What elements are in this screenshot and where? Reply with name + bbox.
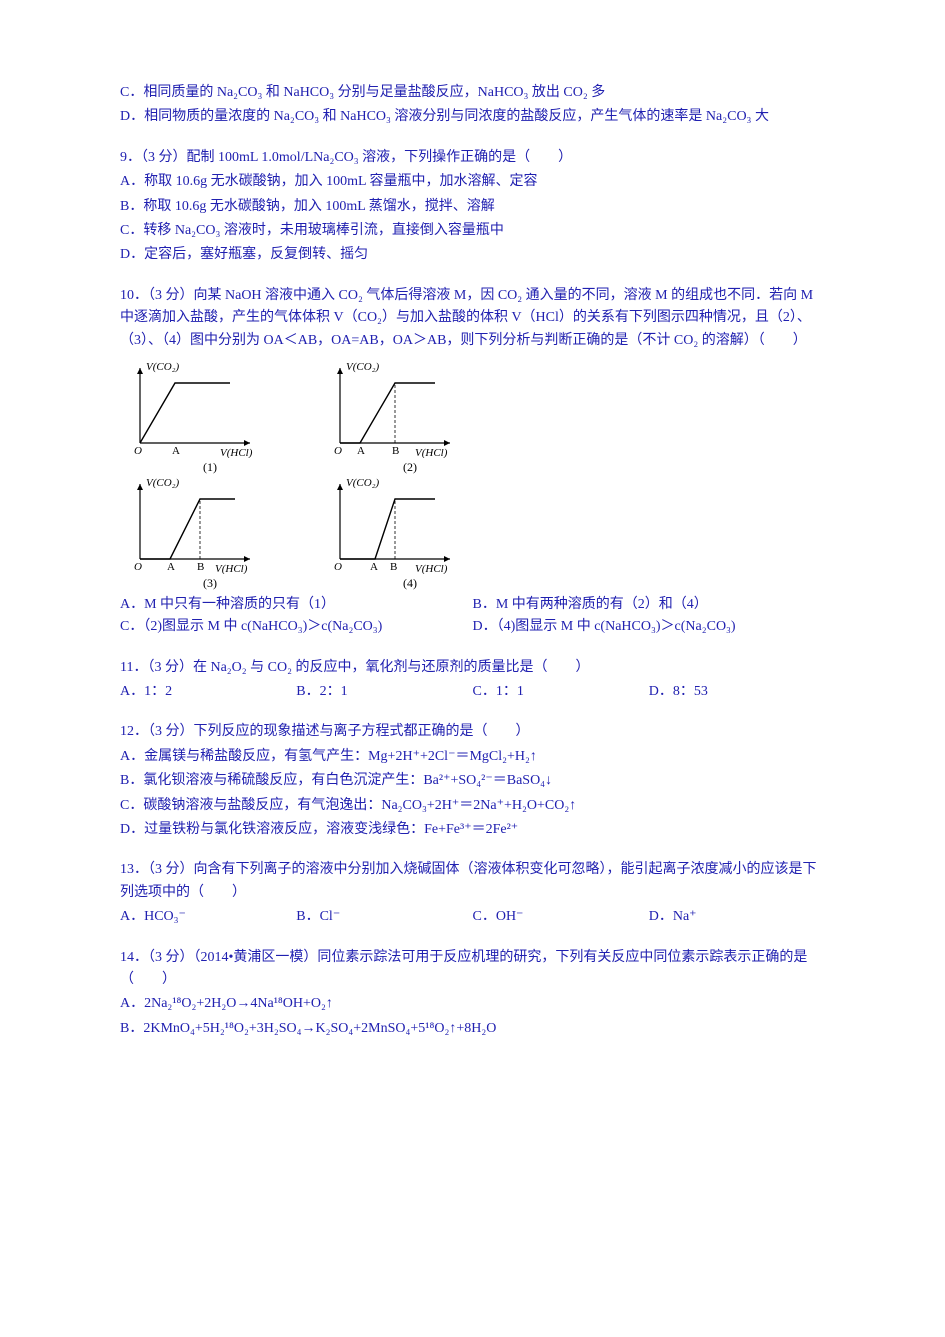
option-d: D．相同物质的量浓度的 Na₂CO₃ 和 NaHCO₃ 溶液分别与同浓度的盐酸反…: [120, 106, 825, 128]
graph-3: V(CO₂) O A B V(HCl) (3): [120, 474, 300, 584]
svg-text:B: B: [392, 445, 399, 457]
option-a: A．1：2: [120, 681, 296, 703]
svg-text:V(CO₂): V(CO₂): [346, 361, 379, 373]
svg-text:V(HCl): V(HCl): [215, 563, 248, 574]
options-row: A．HCO₃⁻ B．Cl⁻ C．OH⁻ D．Na⁺: [120, 906, 825, 928]
options-row-ab: A．M 中只有一种溶质的只有（1） B．M 中有两种溶质的有（2）和（4）: [120, 594, 825, 616]
graph-3-label: (3): [120, 574, 300, 593]
option-b: B．2KMnO₄+5H₂¹⁸O₂+3H₂SO₄→K₂SO₄+2MnSO₄+5¹⁸…: [120, 1018, 825, 1040]
svg-text:O: O: [334, 445, 342, 457]
question-12: 12．（3 分）下列反应的现象描述与离子方程式都正确的是（ ） A．金属镁与稀盐…: [120, 721, 825, 841]
svg-text:B: B: [390, 561, 397, 573]
option-a: A．2Na₂¹⁸O₂+2H₂O→4Na¹⁸OH+O₂↑: [120, 993, 825, 1015]
option-a: A．M 中只有一种溶质的只有（1）: [120, 594, 473, 616]
svg-text:B: B: [197, 561, 204, 573]
svg-text:V(HCl): V(HCl): [220, 447, 253, 458]
svg-text:A: A: [172, 445, 180, 457]
option-d: D．8：53: [649, 681, 825, 703]
option-b: B．氯化钡溶液与稀硫酸反应，有白色沉淀产生：Ba²⁺+SO₄²⁻＝BaSO₄↓: [120, 770, 825, 792]
svg-text:A: A: [370, 561, 378, 573]
svg-text:O: O: [334, 561, 342, 573]
option-c: C．1：1: [473, 681, 649, 703]
question-9: 9．（3 分）配制 100mL 1.0mol/LNa₂CO₃ 溶液，下列操作正确…: [120, 147, 825, 267]
svg-text:O: O: [134, 445, 142, 457]
option-a: A．HCO₃⁻: [120, 906, 296, 928]
question-11: 11．（3 分）在 Na₂O₂ 与 CO₂ 的反应中，氧化剂与还原剂的质量比是（…: [120, 657, 825, 704]
question-8-partial: C．相同质量的 Na₂CO₃ 和 NaHCO₃ 分别与足量盐酸反应，NaHCO₃…: [120, 82, 825, 129]
graph-4-label: (4): [320, 574, 500, 593]
svg-text:A: A: [167, 561, 175, 573]
svg-text:V(HCl): V(HCl): [415, 563, 448, 574]
option-d: D．（4)图显示 M 中 c(NaHCO₃)＞c(Na₂CO₃): [473, 616, 826, 638]
graphs-grid: V(CO₂) O A V(HCl) (1) V(CO₂) O A B: [120, 358, 825, 584]
question-stem: 13．（3 分）向含有下列离子的溶液中分别加入烧碱固体（溶液体积变化可忽略），能…: [120, 859, 825, 904]
question-14: 14．（3 分）（2014•黄浦区一模）同位素示踪法可用于反应机理的研究，下列有…: [120, 947, 825, 1041]
svg-text:A: A: [357, 445, 365, 457]
svg-text:V(CO₂): V(CO₂): [146, 477, 179, 489]
option-a: A．金属镁与稀盐酸反应，有氢气产生：Mg+2H⁺+2Cl⁻＝MgCl₂+H₂↑: [120, 746, 825, 768]
svg-text:V(CO₂): V(CO₂): [146, 361, 179, 373]
option-d: D．定容后，塞好瓶塞，反复倒转、摇匀: [120, 244, 825, 266]
option-c: C．（2)图显示 M 中 c(NaHCO₃)＞c(Na₂CO₃): [120, 616, 473, 638]
svg-text:V(CO₂): V(CO₂): [346, 477, 379, 489]
option-b: B．称取 10.6g 无水碳酸钠，加入 100mL 蒸馏水，搅拌、溶解: [120, 196, 825, 218]
svg-text:O: O: [134, 561, 142, 573]
question-stem: 14．（3 分）（2014•黄浦区一模）同位素示踪法可用于反应机理的研究，下列有…: [120, 947, 825, 992]
option-c: C．OH⁻: [473, 906, 649, 928]
question-stem: 9．（3 分）配制 100mL 1.0mol/LNa₂CO₃ 溶液，下列操作正确…: [120, 147, 825, 169]
options-row-cd: C．（2)图显示 M 中 c(NaHCO₃)＞c(Na₂CO₃) D．（4)图显…: [120, 616, 825, 638]
svg-text:V(HCl): V(HCl): [415, 447, 448, 458]
option-a: A．称取 10.6g 无水碳酸钠，加入 100mL 容量瓶中，加水溶解、定容: [120, 171, 825, 193]
graph-4: V(CO₂) O A B V(HCl) (4): [320, 474, 500, 584]
option-b: B．2：1: [296, 681, 472, 703]
option-d: D．过量铁粉与氯化铁溶液反应，溶液变浅绿色：Fe+Fe³⁺＝2Fe²⁺: [120, 819, 825, 841]
graph-1: V(CO₂) O A V(HCl) (1): [120, 358, 300, 468]
option-c: C．转移 Na₂CO₃ 溶液时，未用玻璃棒引流，直接倒入容量瓶中: [120, 220, 825, 242]
option-d: D．Na⁺: [649, 906, 825, 928]
question-10: 10．（3 分）向某 NaOH 溶液中通入 CO₂ 气体后得溶液 M，因 CO₂…: [120, 285, 825, 639]
option-b: B．M 中有两种溶质的有（2）和（4）: [473, 594, 826, 616]
question-13: 13．（3 分）向含有下列离子的溶液中分别加入烧碱固体（溶液体积变化可忽略），能…: [120, 859, 825, 928]
graph-2: V(CO₂) O A B V(HCl) (2): [320, 358, 500, 468]
question-stem: 12．（3 分）下列反应的现象描述与离子方程式都正确的是（ ）: [120, 721, 825, 743]
option-c: C．相同质量的 Na₂CO₃ 和 NaHCO₃ 分别与足量盐酸反应，NaHCO₃…: [120, 82, 825, 104]
options-row: A．1：2 B．2：1 C．1：1 D．8：53: [120, 681, 825, 703]
option-b: B．Cl⁻: [296, 906, 472, 928]
question-stem: 11．（3 分）在 Na₂O₂ 与 CO₂ 的反应中，氧化剂与还原剂的质量比是（…: [120, 657, 825, 679]
option-c: C．碳酸钠溶液与盐酸反应，有气泡逸出：Na₂CO₃+2H⁺＝2Na⁺+H₂O+C…: [120, 795, 825, 817]
question-stem: 10．（3 分）向某 NaOH 溶液中通入 CO₂ 气体后得溶液 M，因 CO₂…: [120, 285, 825, 352]
